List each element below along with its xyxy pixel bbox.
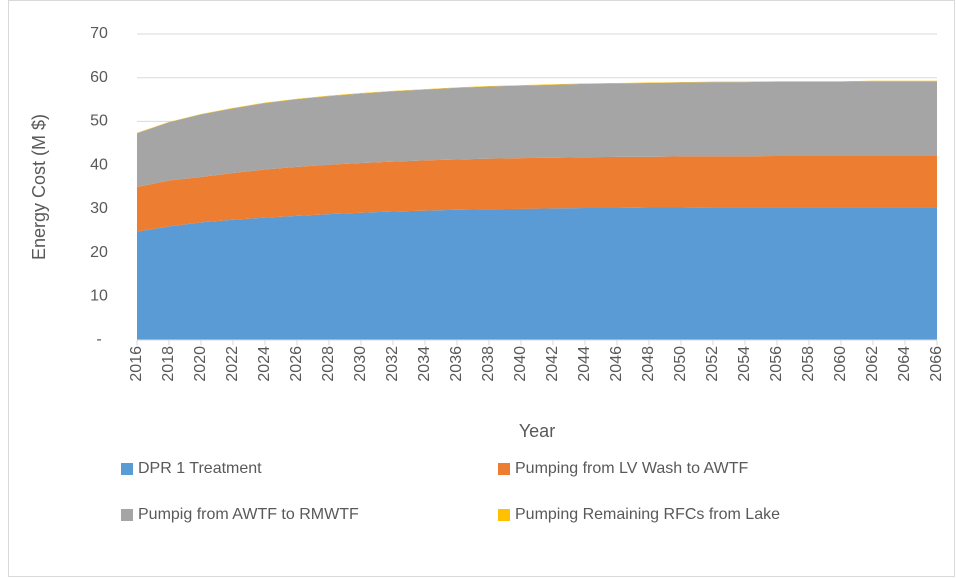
area [137, 207, 937, 340]
x-tick-label: 2044 [576, 346, 593, 382]
legend-label: Pumpig from AWTF to RMWTF [138, 506, 359, 523]
x-tick-label: 2030 [352, 346, 369, 382]
x-tick-label: 2064 [896, 346, 913, 382]
x-tick-label: 2020 [192, 346, 209, 382]
x-tick-label: 2028 [320, 346, 337, 382]
x-tick-label: 2022 [224, 346, 241, 382]
x-tick-label: 2066 [928, 346, 945, 382]
x-tick-label: 2016 [128, 346, 145, 382]
x-tick-label: 2048 [640, 346, 657, 382]
y-axis-label: Energy Cost (M $) [29, 114, 49, 260]
y-tick-label: 30 [90, 200, 108, 217]
y-tick-label: 40 [90, 156, 108, 173]
legend-swatch [121, 463, 133, 475]
y-tick-label: 60 [90, 69, 108, 86]
x-tick-label: 2018 [160, 346, 177, 382]
legend-swatch [498, 509, 510, 521]
x-tick-label: 2042 [544, 346, 561, 382]
x-tick-label: 2034 [416, 346, 433, 382]
legend-label: DPR 1 Treatment [138, 460, 262, 477]
y-tick-label: 50 [90, 113, 108, 130]
x-tick-label: 2036 [448, 346, 465, 382]
x-tick-label: 2054 [736, 346, 753, 382]
legend-label: Pumping Remaining RFCs from Lake [515, 506, 780, 523]
legend-label: Pumping from LV Wash to AWTF [515, 460, 748, 477]
x-axis-label: Year [519, 421, 555, 441]
y-tick-label: 70 [90, 25, 108, 42]
legend-swatch [498, 463, 510, 475]
x-tick-label: 2060 [832, 346, 849, 382]
x-tick-label: 2038 [480, 346, 497, 382]
area [137, 155, 937, 232]
x-tick-label: 2024 [256, 346, 273, 382]
x-tick-label: 2062 [864, 346, 881, 382]
x-tick-label: 2052 [704, 346, 721, 382]
y-tick-label: - [96, 331, 101, 348]
y-tick-label: 20 [90, 244, 108, 261]
area [137, 81, 937, 187]
legend-swatch [121, 509, 133, 521]
y-tick-label: 10 [90, 288, 108, 305]
x-tick-label: 2058 [800, 346, 817, 382]
x-tick-label: 2046 [608, 346, 625, 382]
x-tick-label: 2056 [768, 346, 785, 382]
x-tick-label: 2026 [288, 346, 305, 382]
x-tick-label: 2040 [512, 346, 529, 382]
x-tick-label: 2032 [384, 346, 401, 382]
x-tick-label: 2050 [672, 346, 689, 382]
